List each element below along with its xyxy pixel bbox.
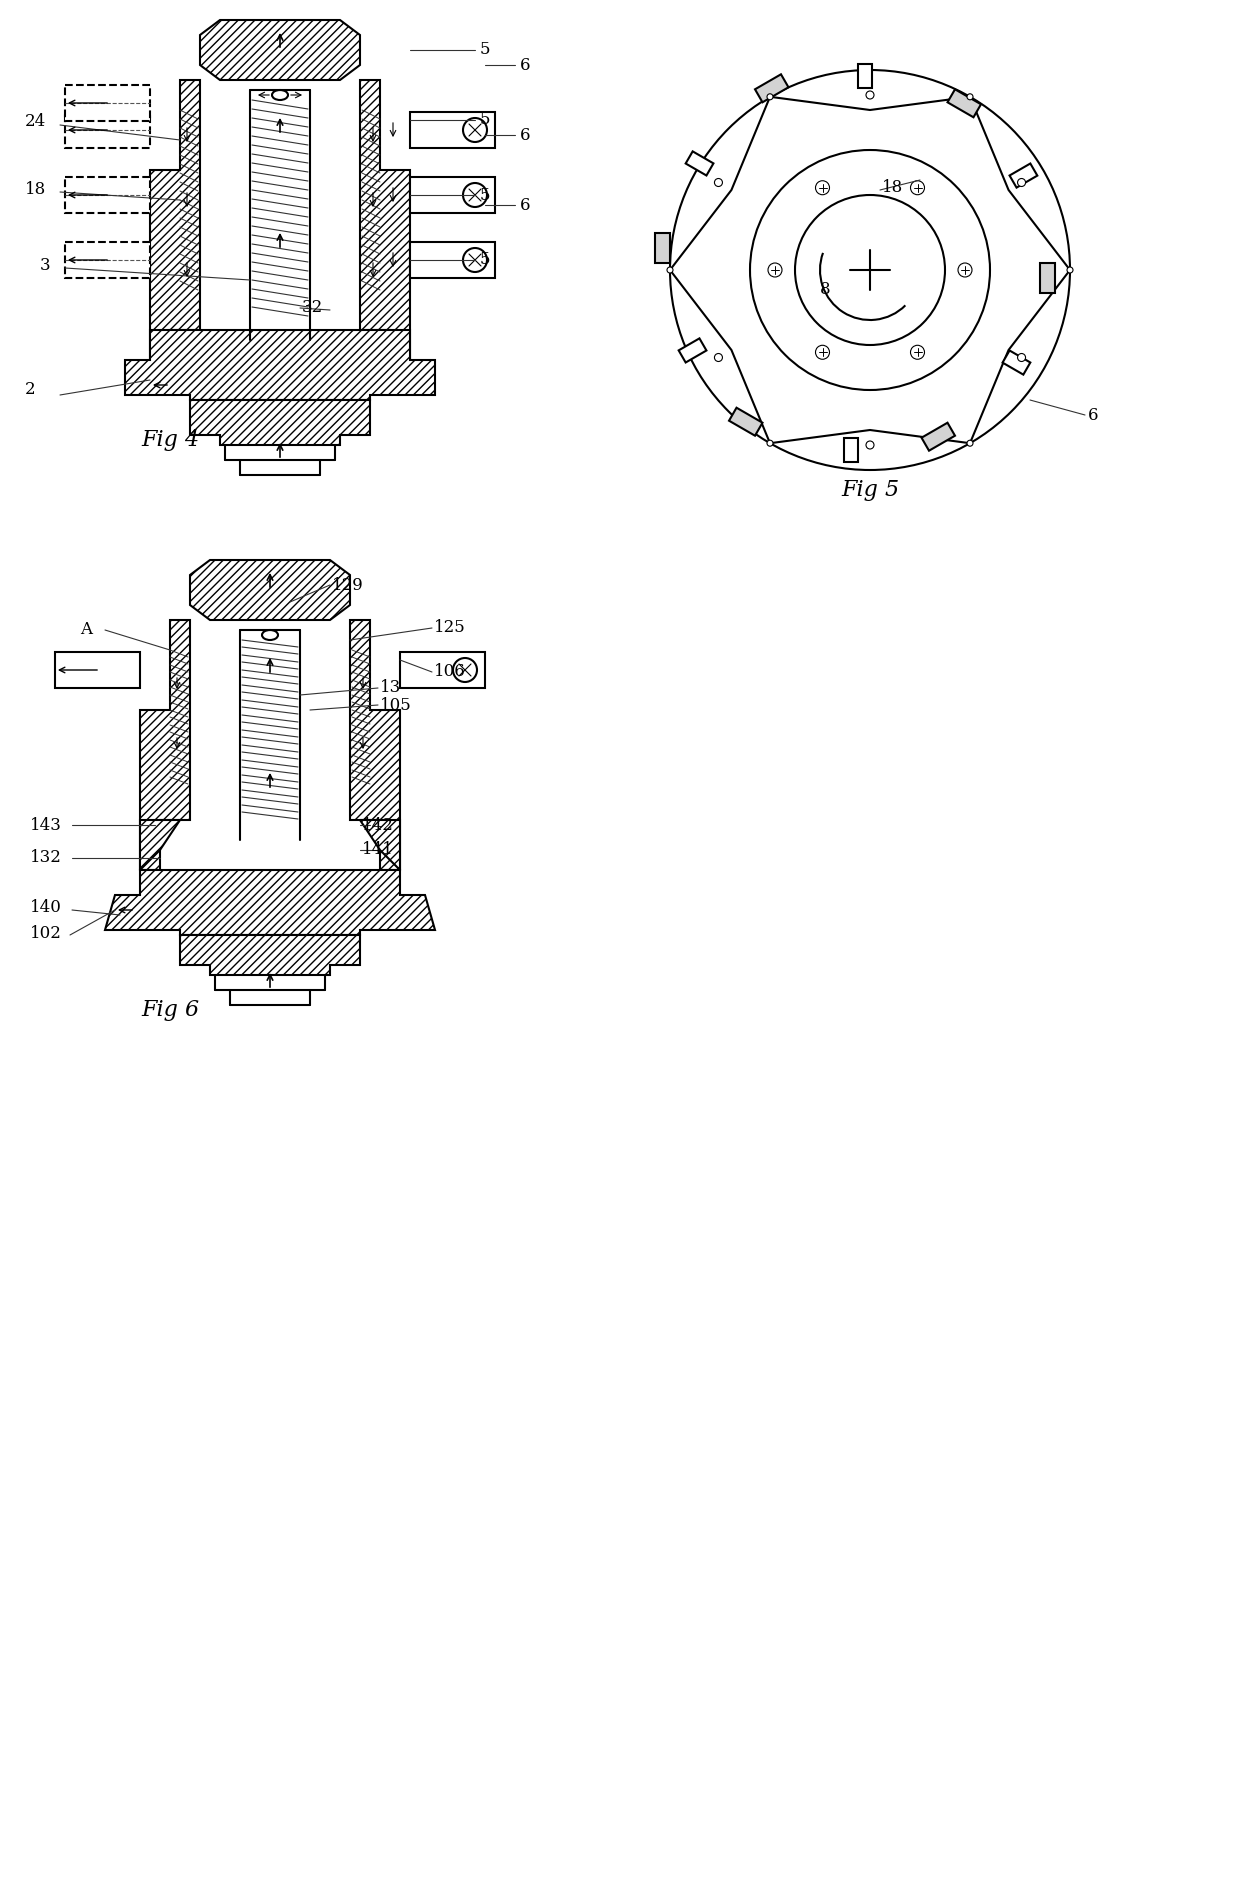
Circle shape — [1018, 178, 1025, 187]
Text: 129: 129 — [332, 577, 363, 594]
Circle shape — [959, 263, 972, 276]
Text: 32: 32 — [303, 299, 324, 316]
Polygon shape — [350, 621, 401, 871]
Text: 125: 125 — [434, 619, 466, 636]
Circle shape — [816, 180, 830, 195]
Bar — [921, 422, 955, 451]
Text: 13: 13 — [379, 680, 402, 697]
Text: 2: 2 — [25, 382, 36, 399]
Circle shape — [453, 659, 477, 681]
Circle shape — [795, 195, 945, 345]
Text: 3: 3 — [40, 256, 51, 273]
Text: 6: 6 — [520, 127, 531, 144]
Bar — [1003, 350, 1030, 375]
Text: Fig 6: Fig 6 — [141, 1000, 200, 1020]
Circle shape — [463, 248, 487, 273]
Text: Fig 5: Fig 5 — [841, 479, 899, 502]
Text: 5: 5 — [480, 252, 491, 269]
Bar — [947, 89, 981, 117]
Polygon shape — [360, 80, 410, 380]
Text: 18: 18 — [25, 180, 46, 197]
Polygon shape — [200, 21, 360, 80]
Bar — [858, 64, 872, 87]
Text: 141: 141 — [362, 842, 394, 859]
Text: 140: 140 — [30, 899, 62, 916]
Text: 132: 132 — [30, 850, 62, 867]
Text: 5: 5 — [480, 42, 491, 59]
Circle shape — [866, 91, 874, 98]
Circle shape — [714, 354, 723, 362]
Circle shape — [866, 441, 874, 449]
Polygon shape — [105, 871, 435, 935]
Bar — [755, 74, 789, 102]
Polygon shape — [140, 820, 180, 871]
Ellipse shape — [262, 630, 278, 640]
Circle shape — [768, 263, 782, 276]
Text: 143: 143 — [30, 816, 62, 833]
Circle shape — [967, 441, 973, 447]
Text: 6: 6 — [520, 57, 531, 74]
Bar — [844, 437, 858, 462]
Ellipse shape — [272, 91, 288, 100]
Bar — [410, 178, 495, 214]
Polygon shape — [140, 621, 190, 871]
Bar — [678, 339, 707, 362]
Bar — [64, 242, 150, 278]
Text: 142: 142 — [362, 816, 394, 833]
Bar — [64, 85, 150, 121]
Text: 105: 105 — [379, 697, 412, 714]
Bar — [686, 151, 713, 176]
Bar — [655, 233, 670, 263]
Text: 8: 8 — [820, 282, 831, 299]
Polygon shape — [150, 80, 200, 380]
Bar — [401, 651, 485, 687]
Circle shape — [750, 150, 990, 390]
Text: 5: 5 — [480, 112, 491, 129]
Text: 102: 102 — [30, 924, 62, 941]
Circle shape — [910, 180, 925, 195]
Polygon shape — [180, 935, 360, 975]
Circle shape — [463, 117, 487, 142]
Circle shape — [714, 178, 723, 187]
Circle shape — [768, 441, 773, 447]
Polygon shape — [125, 329, 435, 399]
Bar — [55, 651, 140, 687]
Polygon shape — [190, 560, 350, 621]
Circle shape — [967, 95, 973, 100]
Bar — [1009, 163, 1038, 187]
Circle shape — [667, 267, 673, 273]
Circle shape — [910, 345, 925, 360]
Text: 6: 6 — [520, 197, 531, 214]
Bar — [64, 178, 150, 214]
Polygon shape — [670, 97, 1070, 443]
Text: A: A — [81, 621, 92, 638]
Text: 24: 24 — [25, 114, 46, 131]
Bar — [729, 407, 763, 435]
Text: +: + — [862, 261, 878, 278]
Polygon shape — [360, 820, 401, 871]
Circle shape — [768, 95, 773, 100]
Text: Fig 4: Fig 4 — [141, 430, 200, 451]
Circle shape — [816, 345, 830, 360]
Polygon shape — [190, 399, 370, 445]
Bar — [1040, 263, 1055, 293]
Text: 18: 18 — [882, 180, 903, 197]
Text: 6: 6 — [1087, 407, 1099, 424]
Text: 106: 106 — [434, 664, 466, 680]
Bar — [410, 112, 495, 148]
Circle shape — [463, 184, 487, 206]
Circle shape — [1066, 267, 1073, 273]
Bar — [64, 112, 150, 148]
Bar — [410, 242, 495, 278]
Circle shape — [1018, 354, 1025, 362]
Text: 5: 5 — [480, 187, 491, 204]
